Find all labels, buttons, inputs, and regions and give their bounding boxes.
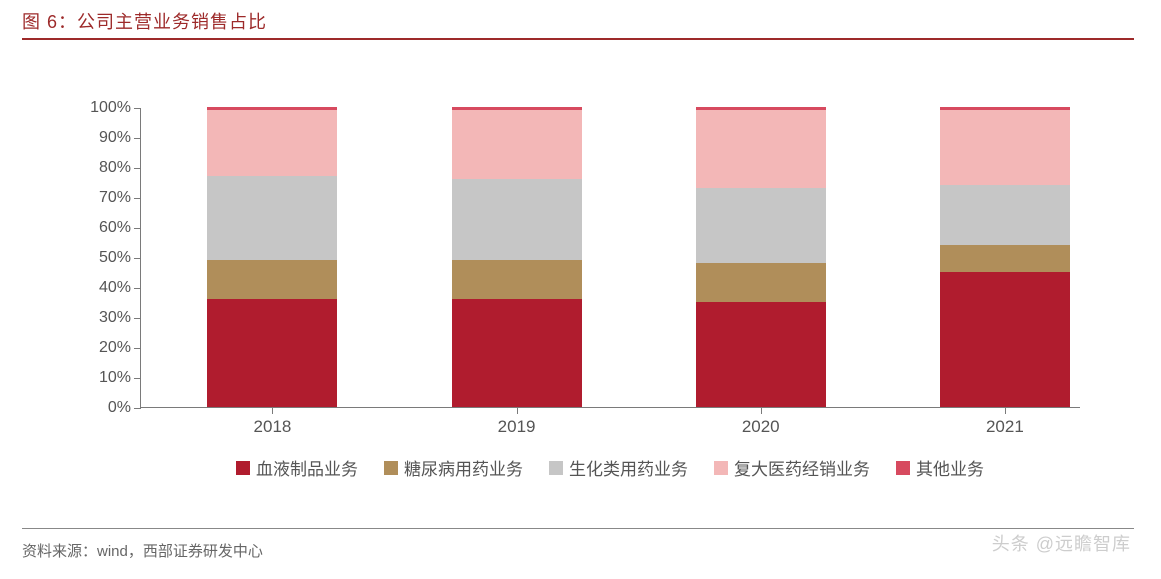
y-axis-label: 40%: [99, 279, 131, 297]
bar-segment: [696, 188, 826, 263]
bar-segment: [940, 272, 1070, 407]
legend-item: 生化类用药业务: [549, 455, 688, 480]
y-tick: [134, 318, 141, 319]
stacked-bar-chart: 0% 10% 20% 30% 40% 50% 60% 70% 80% 90% 100% 2018 201…: [60, 90, 1100, 470]
watermark: 头条 @远瞻智库: [992, 530, 1131, 556]
legend-item: 其他业务: [896, 455, 984, 480]
title-rule: [22, 38, 1134, 40]
bar-segment: [452, 179, 582, 260]
x-tick: [517, 407, 518, 414]
x-tick: [761, 407, 762, 414]
y-tick: [134, 378, 141, 379]
legend-swatch: [714, 461, 728, 475]
bar-segment: [940, 245, 1070, 272]
y-tick: [134, 228, 141, 229]
y-axis-label: 70%: [99, 189, 131, 207]
chart-legend: 血液制品业务 糖尿病用药业务 生化类用药业务 复大医药经销业务 其他业务: [140, 455, 1080, 480]
plot-area: 0%10%20%30%40%50%60%70%80%90%100%2018201…: [140, 108, 1080, 408]
legend-swatch: [549, 461, 563, 475]
y-axis-label: 60%: [99, 219, 131, 237]
bar-segment: [207, 260, 337, 299]
bar-segment: [696, 110, 826, 188]
y-tick: [134, 408, 141, 409]
bar-segment: [207, 299, 337, 407]
y-tick: [134, 258, 141, 259]
bar-segment: [696, 302, 826, 407]
bar-segment: [696, 263, 826, 302]
y-tick: [134, 138, 141, 139]
legend-label: 复大医药经销业务: [734, 455, 870, 480]
legend-label: 糖尿病用药业务: [404, 455, 523, 480]
y-tick: [134, 348, 141, 349]
legend-swatch: [384, 461, 398, 475]
bar-segment: [452, 299, 582, 407]
source-note: 资料来源：wind，西部证券研发中心: [22, 540, 263, 561]
x-axis-label: 2019: [498, 417, 536, 437]
legend-swatch: [896, 461, 910, 475]
legend-label: 生化类用药业务: [569, 455, 688, 480]
x-axis-label: 2018: [254, 417, 292, 437]
legend-item: 糖尿病用药业务: [384, 455, 523, 480]
y-axis-label: 80%: [99, 159, 131, 177]
y-axis-label: 0%: [108, 399, 131, 417]
bar-segment: [940, 185, 1070, 245]
y-axis-label: 30%: [99, 309, 131, 327]
bar-segment: [940, 110, 1070, 185]
y-axis-label: 50%: [99, 249, 131, 267]
x-tick: [1005, 407, 1006, 414]
bar-segment: [207, 110, 337, 176]
y-tick: [134, 288, 141, 289]
figure-title: 图 6：公司主营业务销售占比: [22, 8, 267, 34]
y-tick: [134, 168, 141, 169]
y-axis-label: 90%: [99, 129, 131, 147]
bar-column: [207, 107, 337, 407]
y-axis-label: 100%: [90, 99, 131, 117]
y-tick: [134, 108, 141, 109]
x-axis-label: 2020: [742, 417, 780, 437]
source-rule: [22, 528, 1134, 529]
bar-column: [940, 107, 1070, 407]
legend-swatch: [236, 461, 250, 475]
y-tick: [134, 198, 141, 199]
y-axis-label: 10%: [99, 369, 131, 387]
legend-label: 其他业务: [916, 455, 984, 480]
x-tick: [272, 407, 273, 414]
bar-segment: [207, 176, 337, 260]
bar-column: [696, 107, 826, 407]
legend-item: 血液制品业务: [236, 455, 358, 480]
bar-segment: [452, 110, 582, 179]
y-axis-label: 20%: [99, 339, 131, 357]
legend-label: 血液制品业务: [256, 455, 358, 480]
bar-column: [452, 107, 582, 407]
x-axis-label: 2021: [986, 417, 1024, 437]
legend-item: 复大医药经销业务: [714, 455, 870, 480]
bar-segment: [452, 260, 582, 299]
